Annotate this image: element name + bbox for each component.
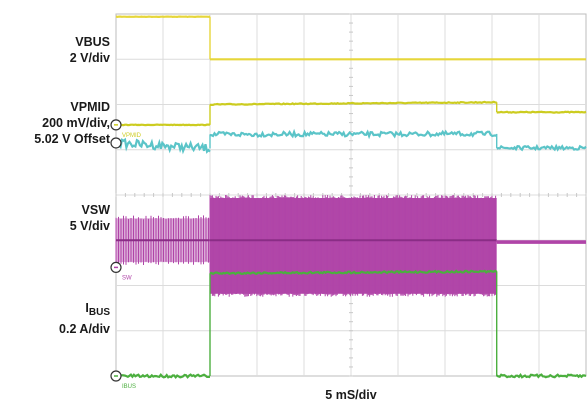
vpmid-trace (115, 100, 587, 127)
traces (115, 15, 587, 380)
vpmid-name: VPMID (70, 100, 110, 114)
vsw-marker-text: SW (122, 275, 132, 281)
ibus-segment (115, 373, 211, 380)
ibus-segment (209, 269, 498, 276)
channel-markers: VPMID SW IBUS (110, 119, 142, 390)
vpmid-offset: 5.02 V Offset (34, 132, 110, 146)
ibus-label: IBUS 0.2 A/div (59, 300, 110, 337)
vsw-segment (496, 240, 586, 244)
ibus-marker-text: IBUS (122, 384, 136, 390)
vpmid-segment (496, 110, 587, 114)
vsw-scale: 5 V/div (69, 219, 110, 233)
vbus-scale: 2 V/div (69, 51, 110, 65)
vsw-name: VSW (81, 203, 110, 217)
vpmid-segment (115, 123, 211, 127)
vpmid-segment (209, 100, 497, 107)
vpmid2-trace (115, 128, 587, 155)
ibus-segment (496, 373, 587, 379)
vsw-label: VSW 5 V/div (70, 202, 110, 234)
vpmid2-marker (110, 137, 122, 149)
vbus-trace (115, 15, 586, 61)
vbus-label: VBUS 2 V/div (70, 34, 110, 66)
vbus-name: VBUS (75, 35, 110, 49)
vpmid-marker-text: VPMID (122, 133, 142, 139)
vpmid-label: VPMID 200 mV/div, 5.02 V Offset (34, 99, 110, 147)
ibus-name: IBUS (59, 300, 110, 321)
vsw-trace (115, 195, 586, 297)
vpmid2-segment (496, 143, 587, 152)
vpmid2-segment (209, 128, 498, 140)
vpmid-scale: 200 mV/div, (42, 116, 110, 130)
x-axis-label: 5 mS/div (325, 388, 377, 402)
grid (115, 13, 587, 377)
vsw-segment (209, 195, 497, 297)
ibus-scale: 0.2 A/div (59, 322, 110, 336)
ibus-name-sub: BUS (88, 307, 110, 318)
ibus-trace (115, 269, 587, 380)
ibus-name-main: I (85, 301, 89, 315)
vpmid2-segment (115, 137, 211, 155)
